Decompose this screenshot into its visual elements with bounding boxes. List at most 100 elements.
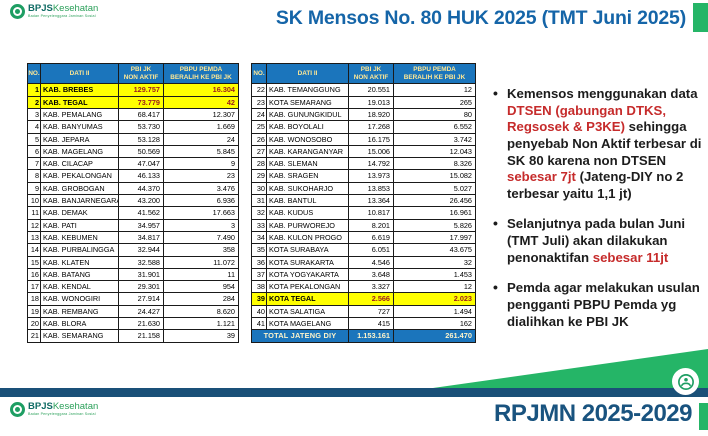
table-row: 11 KAB. DEMAK 41.562 17.663 [27, 206, 239, 220]
row-region-name: KAB. SEMARANG [40, 329, 119, 343]
row-number: 3 [27, 107, 41, 122]
row-number: 4 [27, 120, 41, 134]
row-region-name: KAB. BANYUMAS [40, 120, 119, 134]
row-pbi-nonaktif: 43.200 [118, 194, 164, 208]
row-pbi-nonaktif: 8.201 [348, 218, 394, 232]
row-pbpu-beralih: 11.072 [163, 255, 239, 269]
table-row: 27 KAB. KARANGANYAR 15.006 12.043 [251, 144, 476, 159]
row-region-name: KOTA SEMARANG [266, 95, 349, 109]
column-header: PBI JK NON AKTIF [118, 62, 164, 85]
row-pbi-nonaktif: 10.817 [348, 206, 394, 220]
row-pbi-nonaktif: 3.327 [348, 280, 394, 294]
row-number: 20 [27, 317, 41, 331]
table-row: 15 KAB. KLATEN 32.588 11.072 [27, 255, 239, 269]
row-pbi-nonaktif: 15.006 [348, 144, 394, 159]
row-region-name: KOTA SURAKARTA [266, 255, 349, 269]
notes-panel: Kemensos menggunakan data DTSEN (gabunga… [492, 85, 706, 344]
table-body: 22 KAB. TEMANGGUNG 20.551 12 23 KOTA SEMARANG… [251, 83, 476, 343]
row-number: 8 [27, 169, 41, 183]
row-pbpu-beralih: 3 [163, 218, 239, 232]
row-pbpu-beralih: 15.082 [393, 169, 476, 183]
row-region-name: KAB. BLORA [40, 317, 119, 331]
bpjs-logo-tagline: Badan Penyelenggara Jaminan Sosial [28, 14, 96, 18]
table-jateng-2: NO. DATI II PBI JK NON AKTIF PBPU PEMDA BER… [251, 62, 476, 343]
column-header: NO. [27, 62, 41, 85]
row-number: 14 [27, 243, 41, 257]
row-pbi-nonaktif: 47.047 [118, 157, 164, 171]
table-row: 16 KAB. BATANG 31.901 11 [27, 267, 239, 282]
table-row: 31 KAB. BANTUL 13.364 26.456 [251, 194, 476, 208]
row-pbi-nonaktif: 17.268 [348, 120, 394, 134]
row-region-name: KAB. TEMANGGUNG [266, 83, 349, 97]
row-pbi-nonaktif: 13.973 [348, 169, 394, 183]
row-pbpu-beralih: 2.023 [393, 292, 476, 306]
row-region-name: KAB. BANJARNEGARA [40, 194, 119, 208]
row-pbpu-beralih: 17.997 [393, 230, 476, 245]
table-header-row: NO. DATI II PBI JK NON AKTIF PBPU PEMDA BER… [27, 62, 239, 85]
table-row: 6 KAB. MAGELANG 50.569 5.845 [27, 144, 239, 159]
row-pbpu-beralih: 26.456 [393, 194, 476, 208]
row-pbpu-beralih: 6.936 [163, 194, 239, 208]
row-pbpu-beralih: 5.845 [163, 144, 239, 159]
row-region-name: KAB. PURWOREJO [266, 218, 349, 232]
row-pbpu-beralih: 23 [163, 169, 239, 183]
row-number: 33 [251, 218, 267, 232]
bpjs-logo-tagline: Badan Penyelenggara Jaminan Sosial [28, 412, 96, 416]
row-pbpu-beralih: 12 [393, 83, 476, 97]
row-pbi-nonaktif: 41.562 [118, 206, 164, 220]
row-pbpu-beralih: 3.742 [393, 132, 476, 146]
column-header: NO. [251, 62, 267, 85]
row-region-name: KAB. SRAGEN [266, 169, 349, 183]
top-right-accent-bar [693, 3, 708, 32]
row-number: 30 [251, 181, 267, 196]
row-pbpu-beralih: 80 [393, 107, 476, 122]
table-row: 40 KOTA SALATIGA 727 1.494 [251, 304, 476, 319]
table-row: 10 KAB. BANJARNEGARA 43.200 6.936 [27, 194, 239, 208]
table-row: 19 KAB. REMBANG 24.427 8.620 [27, 304, 239, 319]
row-region-name: KAB. DEMAK [40, 206, 119, 220]
table-row: 3 KAB. PEMALANG 68.417 12.307 [27, 107, 239, 122]
table-row: 26 KAB. WONOSOBO 16.175 3.742 [251, 132, 476, 146]
table-row: 35 KOTA SURABAYA 6.051 43.675 [251, 243, 476, 257]
row-region-name: KAB. CILACAP [40, 157, 119, 171]
table-row: 38 KOTA PEKALONGAN 3.327 12 [251, 280, 476, 294]
bpjs-logo-brand-light: Kesehatan [52, 401, 99, 412]
bullet-text-segment: sebesar 7jt [507, 169, 576, 185]
row-pbi-nonaktif: 46.133 [118, 169, 164, 183]
bpjs-logo-top: BPJSKesehatan Badan Penyelenggara Jamina… [10, 4, 98, 19]
row-number: 28 [251, 157, 267, 171]
row-region-name: KAB. KULON PROGO [266, 230, 349, 245]
row-region-name: KAB. KENDAL [40, 280, 119, 294]
slide-title: SK Mensos No. 80 HUK 2025 (TMT Juni 2025… [275, 7, 686, 29]
row-pbi-nonaktif: 19.013 [348, 95, 394, 109]
row-pbpu-beralih: 16.304 [163, 83, 239, 97]
row-number: 18 [27, 292, 41, 306]
row-region-name: KAB. MAGELANG [40, 144, 119, 159]
row-number: 26 [251, 132, 267, 146]
column-header: DATI II [266, 62, 349, 85]
table-row: 7 KAB. CILACAP 47.047 9 [27, 157, 239, 171]
row-number: 27 [251, 144, 267, 159]
row-region-name: KOTA SURABAYA [266, 243, 349, 257]
row-number: 40 [251, 304, 267, 319]
row-pbi-nonaktif: 4.546 [348, 255, 394, 269]
bullet-text-segment: Pemda agar melakukan usulan pengganti PB… [507, 280, 700, 329]
row-pbpu-beralih: 12.307 [163, 107, 239, 122]
row-region-name: KAB. PATI [40, 218, 119, 232]
bpjs-logo-icon [10, 4, 25, 19]
row-pbpu-beralih: 8.620 [163, 304, 239, 319]
table-row: 8 KAB. PEKALONGAN 46.133 23 [27, 169, 239, 183]
bpjs-logo-brand: BPJSKesehatan [28, 4, 98, 14]
bullet-text-segment: sebesar 11jt [592, 249, 669, 265]
row-number: 37 [251, 267, 267, 282]
row-pbi-nonaktif: 50.569 [118, 144, 164, 159]
row-number: 38 [251, 280, 267, 294]
row-region-name: KAB. BREBES [40, 83, 119, 97]
row-pbpu-beralih: 17.663 [163, 206, 239, 220]
table-row: 22 KAB. TEMANGGUNG 20.551 12 [251, 83, 476, 97]
row-pbi-nonaktif: 68.417 [118, 107, 164, 122]
row-number: 36 [251, 255, 267, 269]
row-pbi-nonaktif: 16.175 [348, 132, 394, 146]
row-pbpu-beralih: 32 [393, 255, 476, 269]
row-number: 5 [27, 132, 41, 146]
